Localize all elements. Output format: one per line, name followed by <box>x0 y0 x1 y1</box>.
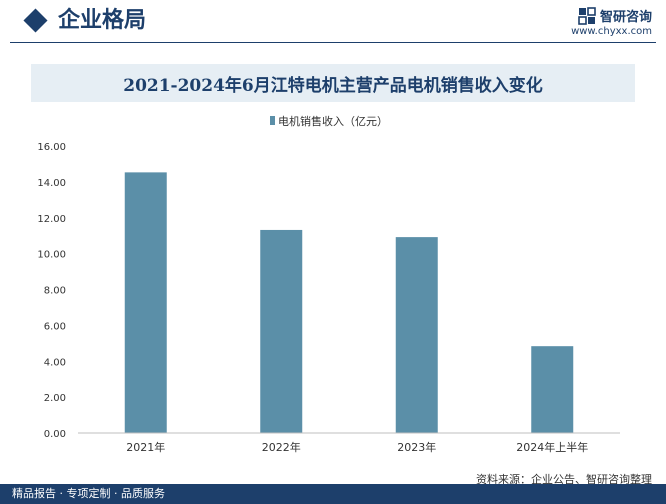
bar-chart: 电机销售收入（亿元） 0.00 2.00 4.00 6.00 8.00 10.00 12.0… <box>37 114 620 454</box>
header: 企业格局 智研咨询 www.chyxx.com <box>0 0 666 48</box>
y-tick-label: 14.00 <box>37 178 66 189</box>
bar <box>124 172 167 433</box>
x-tick-label: 2023年 <box>397 440 436 454</box>
x-tick-label: 2024年上半年 <box>516 440 588 454</box>
diamond-icon <box>23 8 48 33</box>
y-axis: 0.00 2.00 4.00 6.00 8.00 10.00 12.00 14.00 16.00 <box>37 142 66 440</box>
legend-label: 电机销售收入（亿元） <box>278 114 388 128</box>
y-tick-label: 0.00 <box>44 429 66 440</box>
x-tick-label: 2022年 <box>262 440 301 454</box>
header-divider <box>10 42 656 43</box>
bar <box>531 346 574 433</box>
brand-name: 智研咨询 <box>599 10 652 25</box>
y-tick-label: 12.00 <box>37 214 66 225</box>
bars <box>124 172 574 433</box>
y-tick-label: 10.00 <box>37 250 66 261</box>
footer-slogan: 精品报告 · 专项定制 · 品质服务 <box>12 487 165 500</box>
y-tick-label: 4.00 <box>44 357 66 368</box>
bar <box>260 229 303 433</box>
brand-logo-icon <box>578 6 596 25</box>
y-tick-label: 8.00 <box>44 286 66 297</box>
brand-url: www.chyxx.com <box>571 26 652 37</box>
source-note: 资料来源：企业公告、智研咨询整理 <box>476 473 652 486</box>
y-tick-label: 16.00 <box>37 142 66 153</box>
chart-title-band: 2021-2024年6月江特电机主营产品电机销售收入变化 <box>31 64 635 102</box>
bar <box>395 237 438 433</box>
section-title: 企业格局 <box>58 8 147 33</box>
x-tick-label: 2021年 <box>126 440 165 454</box>
y-tick-label: 6.00 <box>44 321 66 332</box>
y-tick-label: 2.00 <box>44 393 66 404</box>
brand: 智研咨询 www.chyxx.com <box>571 6 652 37</box>
x-axis: 2021年 2022年 2023年 2024年上半年 <box>78 432 620 454</box>
legend-swatch <box>270 116 275 125</box>
footer-bar: 精品报告 · 专项定制 · 品质服务 <box>0 484 666 504</box>
chart-title: 2021-2024年6月江特电机主营产品电机销售收入变化 <box>123 75 543 96</box>
legend: 电机销售收入（亿元） <box>270 114 388 128</box>
